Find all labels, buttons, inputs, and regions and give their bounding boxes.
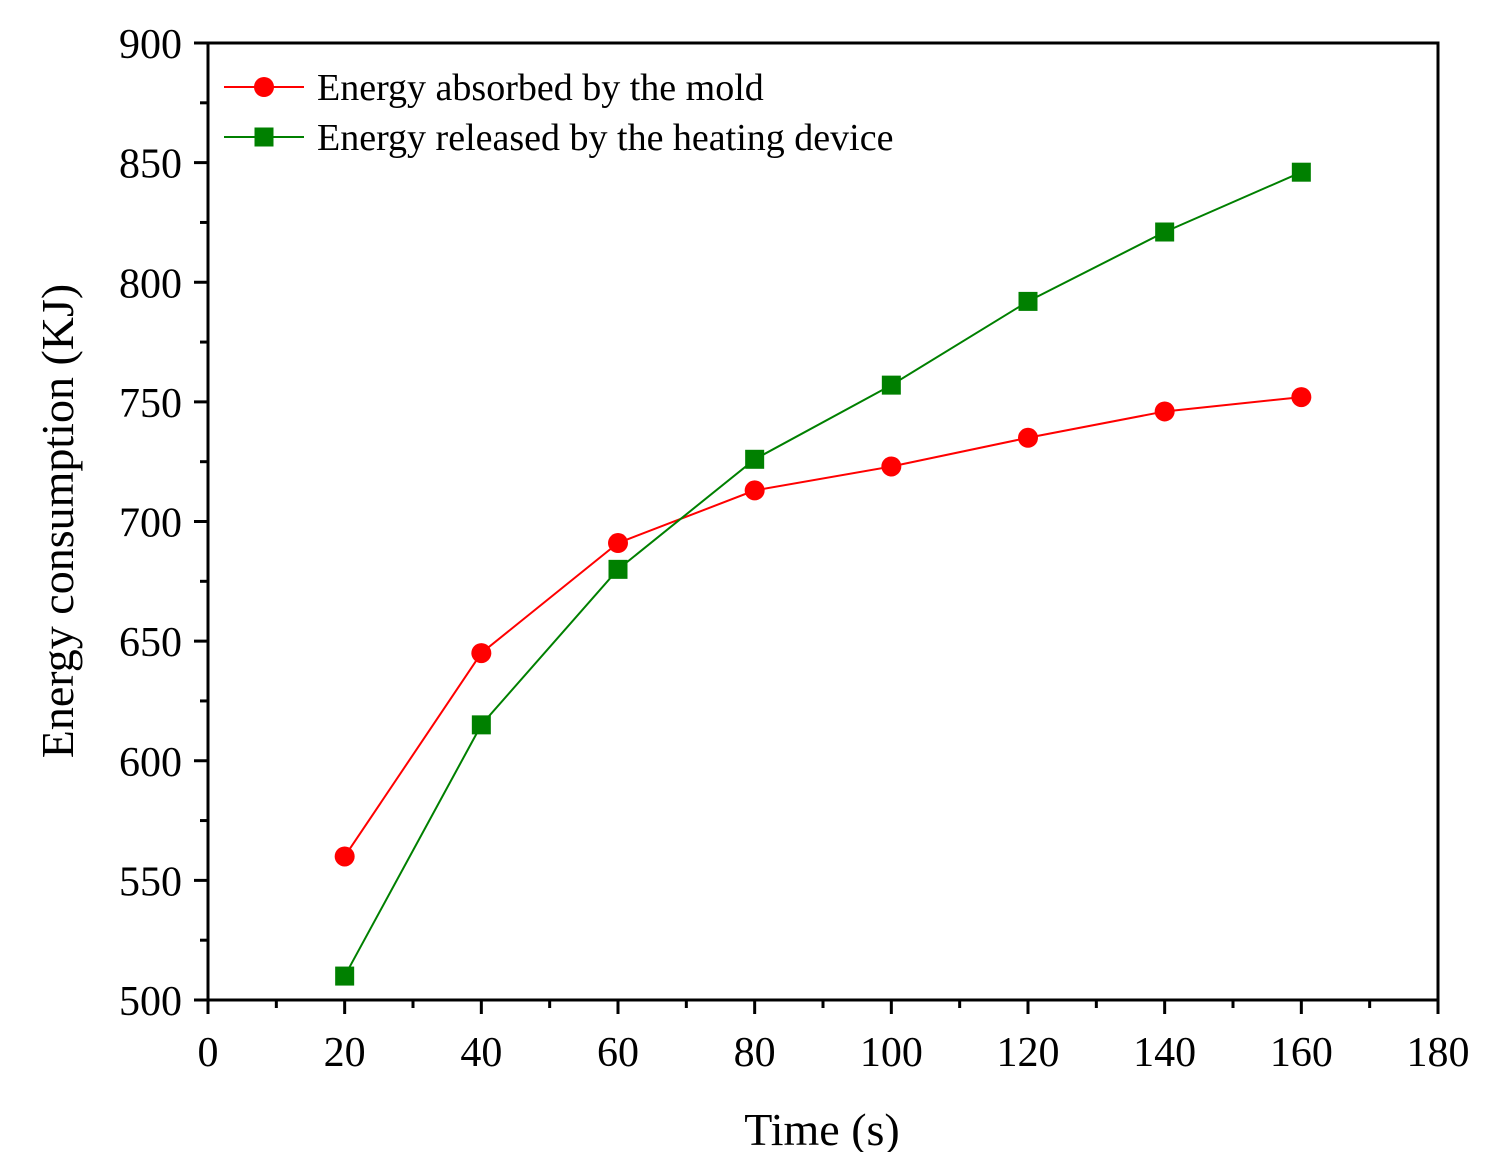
data-point [1291, 162, 1311, 182]
data-point [744, 480, 765, 501]
x-tick-label: 180 [1407, 1030, 1470, 1076]
legend-label: Energy absorbed by the mold [317, 67, 764, 109]
data-point [881, 375, 901, 395]
x-tick-label: 80 [734, 1030, 776, 1076]
legend: Energy absorbed by the mold Energy releas… [224, 67, 893, 159]
data-point [608, 559, 628, 579]
data-point [881, 456, 902, 477]
x-tick-label: 100 [860, 1030, 923, 1076]
y-axis: 500 550 600 650 700 750 800 850 900 [119, 22, 208, 1025]
x-tick-label: 60 [597, 1030, 639, 1076]
data-point [471, 643, 492, 664]
y-axis-label: Energy consumption (KJ) [32, 284, 83, 758]
data-point [335, 966, 355, 986]
legend-item: Energy absorbed by the mold [224, 67, 764, 109]
y-tick-label: 500 [119, 979, 182, 1025]
legend-marker [254, 127, 274, 147]
y-tick-label: 800 [119, 261, 182, 307]
series-1 [334, 387, 1312, 867]
data-point [1018, 291, 1038, 311]
y-tick-label: 900 [119, 22, 182, 68]
plot-frame [206, 41, 1440, 1002]
y-tick-label: 550 [119, 859, 182, 905]
data-point [471, 715, 491, 735]
series-line [343, 171, 1302, 977]
y-tick-label: 850 [119, 142, 182, 188]
legend-marker [254, 77, 274, 97]
legend-label: Energy released by the heating device [317, 117, 893, 159]
x-tick-label: 160 [1270, 1030, 1333, 1076]
x-axis-label: Time (s) [744, 1104, 900, 1152]
x-tick-label: 0 [198, 1030, 219, 1076]
data-point [334, 846, 355, 867]
data-point [1018, 427, 1038, 448]
data-point [1291, 387, 1312, 408]
series-2 [335, 162, 1311, 986]
y-tick-label: 600 [119, 740, 182, 786]
series-layer [334, 162, 1312, 986]
x-tick-label: 40 [460, 1030, 502, 1076]
data-point [745, 449, 765, 469]
x-tick-label: 120 [997, 1030, 1060, 1076]
plot-border [206, 41, 1440, 1002]
legend-item: Energy released by the heating device [224, 117, 893, 159]
y-tick-label: 750 [119, 381, 182, 427]
data-point [1154, 401, 1175, 422]
data-point [608, 533, 628, 554]
data-point [1155, 222, 1175, 242]
x-axis: 0 20 40 60 80 100 120 140 160 180 [198, 1000, 1470, 1076]
y-tick-label: 650 [119, 620, 182, 666]
x-tick-label: 20 [324, 1030, 366, 1076]
y-tick-label: 700 [119, 501, 182, 547]
x-tick-label: 140 [1133, 1030, 1196, 1076]
series-line [343, 396, 1302, 858]
